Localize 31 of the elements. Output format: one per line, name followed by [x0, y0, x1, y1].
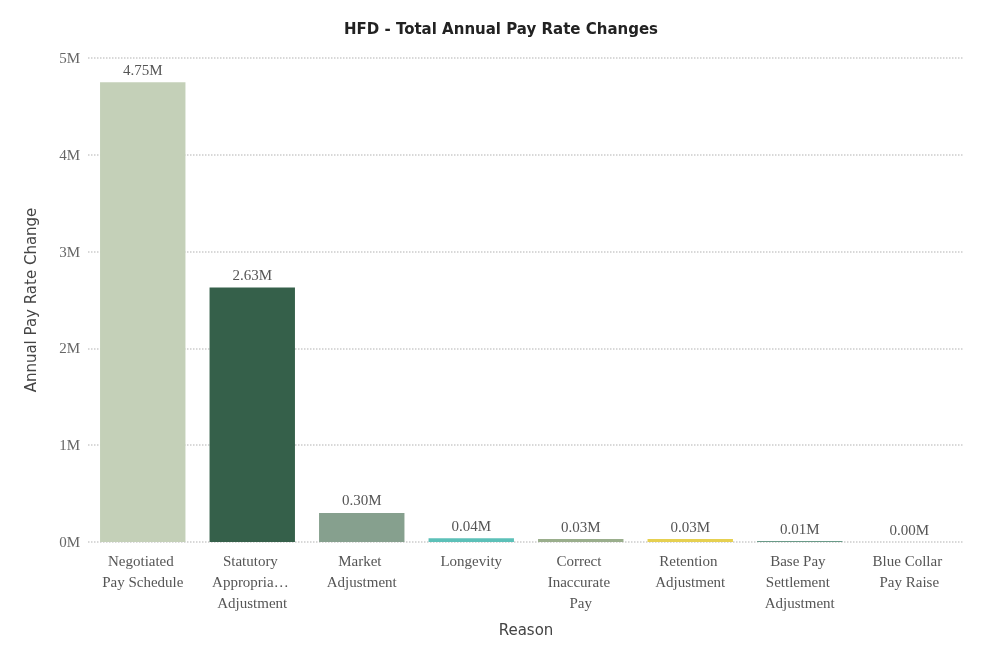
- x-tick-label: Market Adjustment: [326, 552, 398, 590]
- bar: [100, 82, 186, 542]
- x-tick-label: Blue Collar Pay Raise: [872, 552, 946, 590]
- x-axis-title: Reason: [498, 620, 554, 639]
- x-tick-label: Longevity: [440, 552, 503, 569]
- bar: [319, 512, 405, 542]
- y-tick-label: 1M: [59, 437, 80, 454]
- bar: [209, 287, 295, 542]
- data-label: 0.03M: [670, 518, 711, 535]
- data-label: 0.00M: [889, 521, 930, 538]
- x-tick-label: Negotiated Pay Schedule: [102, 552, 184, 590]
- y-tick-label: 3M: [59, 243, 80, 260]
- x-tick-label: Correct Inaccurate Pay: [547, 552, 614, 611]
- data-label: 4.75M: [122, 61, 163, 78]
- data-label: 0.04M: [451, 517, 492, 534]
- chart-title: HFD - Total Annual Pay Rate Changes: [343, 19, 659, 38]
- data-label: 0.01M: [779, 520, 820, 537]
- x-tick-label: Retention Adjustment: [655, 552, 727, 590]
- data-label: 2.63M: [232, 266, 273, 283]
- y-tick-label: 4M: [59, 146, 80, 163]
- bar: [428, 538, 514, 542]
- y-tick-label: 5M: [59, 50, 80, 66]
- data-label: 0.03M: [560, 518, 601, 535]
- y-axis-title: Annual Pay Rate Change: [21, 207, 40, 393]
- data-label: 0.30M: [341, 492, 382, 509]
- x-tick-label: Statutory Appropria… Adjustment: [212, 552, 293, 611]
- bar: [647, 539, 733, 542]
- y-tick-label: 2M: [59, 340, 80, 357]
- y-tick-label: 0M: [59, 534, 80, 550]
- x-tick-label: Base Pay Settlement Adjustment: [764, 552, 836, 611]
- bar: [538, 539, 624, 542]
